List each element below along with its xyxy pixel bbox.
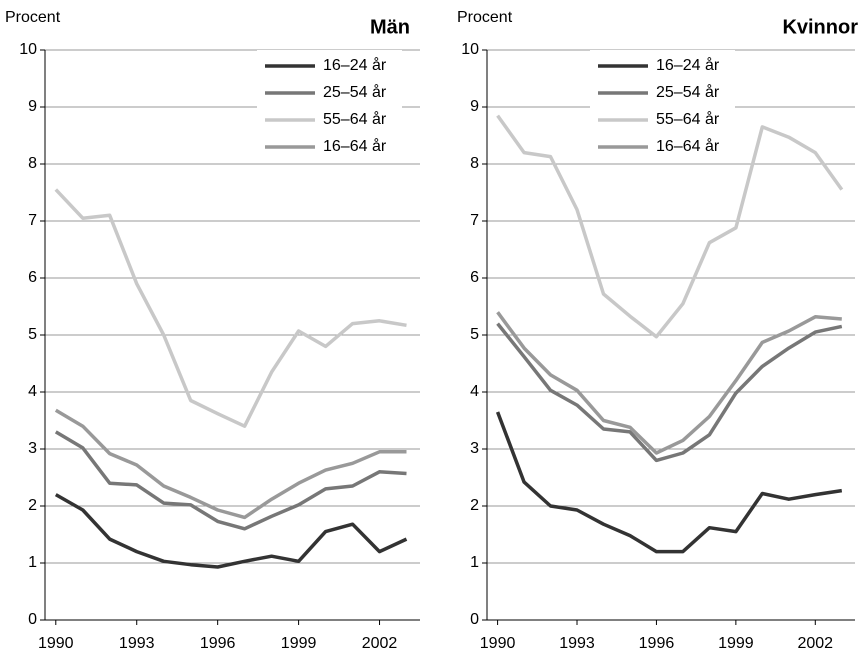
y-tick-label: 8 [28,155,37,172]
series-line [54,430,407,531]
x-tick-label: 2002 [362,635,398,652]
y-tick-label: 7 [28,212,37,229]
x-tick-label: 1999 [281,635,317,652]
y-tick-label: 9 [470,98,479,115]
y-tick-label: 6 [28,269,37,286]
y-tick-label: 9 [28,98,37,115]
legend-box [590,50,735,162]
series-line [496,311,842,455]
y-tick-label: 6 [470,269,479,286]
x-tick-label: 1990 [480,635,516,652]
y-tick-label: 1 [470,554,479,571]
legend-label: 25–54 år [323,83,387,101]
y-tick-label: 4 [470,383,479,400]
series-line [496,114,844,339]
legend-label: 55–64 år [323,110,387,128]
series-line [54,188,407,428]
x-tick-label: 1993 [119,635,155,652]
series-line [495,411,843,554]
x-tick-label: 1993 [559,635,595,652]
y-tick-label: 0 [470,611,479,628]
legend-label: 55–64 år [656,110,720,128]
y-tick-label: 7 [470,212,479,229]
chart-title: Män [370,16,410,38]
legend-label: 25–54 år [656,83,720,101]
y-tick-label: 4 [28,383,37,400]
legend-label: 16–64 år [323,137,387,155]
legend-label: 16–24 år [656,56,720,74]
y-tick-label: 2 [28,497,37,514]
y-tick-label: 0 [28,611,37,628]
chart-title: Kvinnor [782,16,858,38]
y-axis-label: Procent [5,9,61,26]
x-tick-label: 1996 [639,635,675,652]
y-tick-label: 3 [470,440,479,457]
series-line [54,493,408,569]
legend-label: 16–24 år [323,56,387,74]
legend-label: 16–64 år [656,137,720,155]
series-line [54,408,407,520]
y-tick-label: 1 [28,554,37,571]
y-axis-label: Procent [457,9,513,26]
series-line [496,322,843,463]
x-tick-label: 1996 [200,635,236,652]
y-tick-label: 5 [470,326,479,343]
y-tick-label: 10 [19,41,37,58]
y-tick-label: 3 [28,440,37,457]
x-tick-label: 1999 [718,635,754,652]
x-tick-label: 2002 [797,635,833,652]
x-tick-label: 1990 [38,635,74,652]
y-tick-label: 2 [470,497,479,514]
y-tick-label: 10 [461,41,479,58]
y-tick-label: 8 [470,155,479,172]
legend-box [257,50,402,162]
y-tick-label: 5 [28,326,37,343]
